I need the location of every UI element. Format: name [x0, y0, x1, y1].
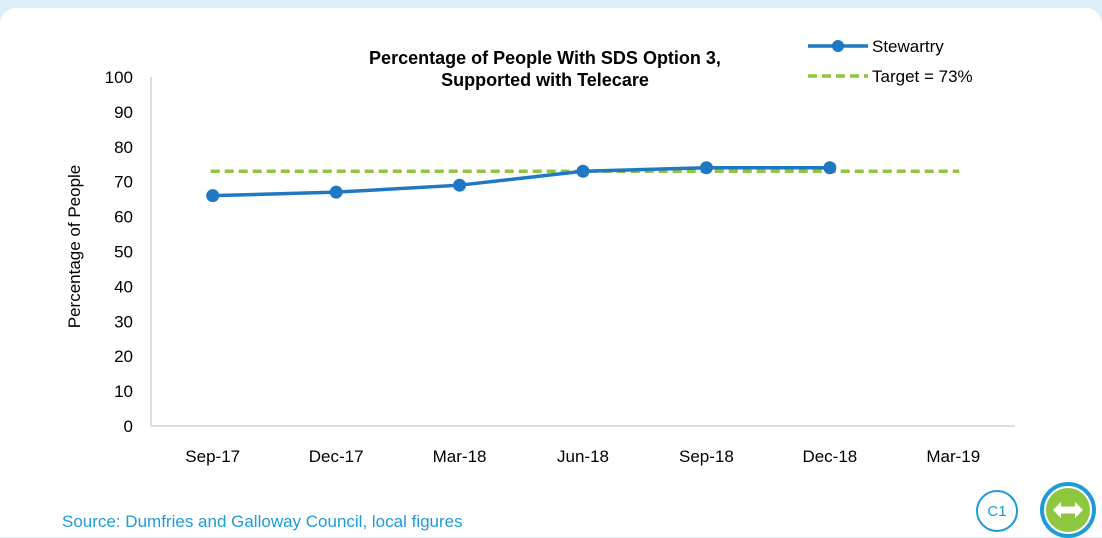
- data-point: [453, 178, 467, 192]
- data-point: [576, 164, 590, 178]
- series-line: [212, 165, 830, 198]
- y-tick-label: 90: [114, 103, 133, 122]
- y-tick-label: 40: [114, 277, 133, 296]
- data-point: [206, 189, 220, 203]
- chart-card: Percentage of People With SDS Option 3, S…: [0, 8, 1102, 537]
- chart-title-line: Supported with Telecare: [441, 70, 649, 90]
- y-axis-title: Percentage of People: [65, 165, 84, 329]
- legend-label-stewartry: Stewartry: [872, 37, 944, 56]
- x-axis: Sep-17 Dec-17 Mar-18 Jun-18 Sep-18 Dec-18 Mar-…: [151, 425, 1015, 466]
- y-axis: 0 10 20 30 40 50 60 70 80 90 100 Percentage of Peop…: [65, 68, 152, 436]
- x-tick-label: Sep-17: [185, 447, 240, 466]
- x-tick-label: Dec-18: [802, 447, 857, 466]
- chart-title: Percentage of People With SDS Option 3,S…: [369, 48, 721, 90]
- y-tick-label: 30: [114, 312, 133, 331]
- chart-title-line: Percentage of People With SDS Option 3,: [369, 48, 721, 68]
- data-point: [329, 185, 343, 199]
- y-tick-label: 70: [114, 173, 133, 192]
- x-tick-label: Dec-17: [309, 447, 364, 466]
- x-tick-label: Sep-18: [679, 447, 734, 466]
- y-tick-label: 20: [114, 347, 133, 366]
- data-point: [699, 161, 713, 175]
- y-tick-label: 10: [114, 382, 133, 401]
- legend-label-target: Target = 73%: [872, 67, 973, 86]
- y-tick-label: 50: [114, 243, 133, 262]
- y-tick-label: 60: [114, 208, 133, 227]
- data-point: [823, 161, 837, 175]
- series-stewartry: [206, 161, 837, 203]
- y-tick-label: 0: [124, 417, 133, 436]
- c1-badge[interactable]: C1: [976, 490, 1018, 532]
- legend-marker-stewartry: [832, 40, 844, 52]
- x-tick-label: Mar-19: [926, 447, 980, 466]
- source-note: Source: Dumfries and Galloway Council, l…: [62, 512, 463, 531]
- left-right-arrow-icon: [1044, 486, 1092, 534]
- nav-button[interactable]: [1040, 482, 1096, 538]
- chart-legend: Stewartry Target = 73%: [808, 37, 973, 86]
- x-tick-label: Mar-18: [433, 447, 487, 466]
- y-tick-label: 80: [114, 138, 133, 157]
- line-chart: Percentage of People With SDS Option 3,S…: [65, 37, 1015, 466]
- y-tick-label: 100: [105, 68, 133, 87]
- x-tick-label: Jun-18: [557, 447, 609, 466]
